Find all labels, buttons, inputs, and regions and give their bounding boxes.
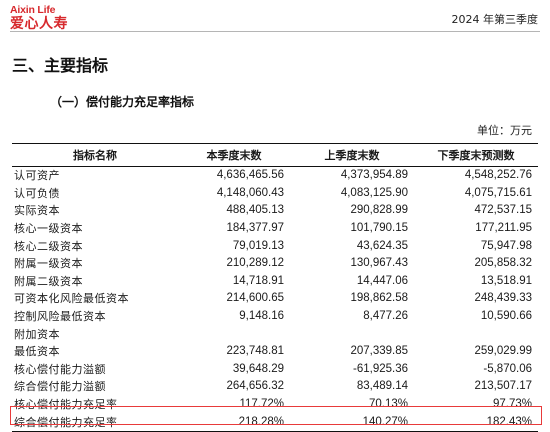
section-title: 三、主要指标 [12, 56, 109, 75]
table-row: 控制风险最低资本 9,148.16 8,477.26 10,590.66 [12, 308, 538, 326]
row-previous-value: 43,624.35 [356, 239, 408, 252]
table-row: 可资本化风险最低资本 214,600.65 198,862.58 248,439.33 [12, 290, 538, 308]
report-period: 2024 年第三季度 [451, 13, 539, 26]
row-current-value [178, 325, 290, 343]
row-name: 核心二级资本 [14, 239, 83, 253]
column-header-forecast: 下季度末预测数 [414, 143, 538, 167]
row-name: 核心一级资本 [14, 222, 83, 236]
row-name: 最低资本 [14, 345, 60, 359]
row-forecast-value [414, 325, 538, 343]
row-current-value: 9,148.16 [239, 310, 284, 323]
row-forecast-value: 75,947.98 [480, 239, 532, 252]
column-header-current: 本季度末数 [178, 143, 290, 167]
row-forecast-value: 177,211.95 [475, 222, 532, 235]
table-row: 核心偿付能力溢额 39,648.29 -61,925.36 -5,870.06 [12, 361, 538, 379]
row-forecast-value: 10,590.66 [480, 310, 532, 323]
row-forecast-value: 205,858.32 [474, 257, 532, 270]
logo-english: Aixin Life [10, 4, 56, 16]
row-forecast-value: 259,029.99 [474, 345, 532, 358]
row-current-value: 14,718.91 [232, 274, 284, 287]
table-row: 核心偿付能力充足率 117.72% 70.13% 97.73% [12, 396, 538, 414]
table-row: 附属一级资本 210,289.12 130,967.43 205,858.32 [12, 255, 538, 273]
row-name: 核心偿付能力充足率 [14, 398, 118, 412]
row-previous-value: -61,925.36 [353, 362, 408, 375]
row-forecast-value: 4,548,252.76 [464, 169, 532, 182]
row-forecast-value: 248,439.33 [474, 292, 532, 305]
row-name: 认可负债 [14, 186, 60, 200]
row-name: 附加资本 [14, 327, 60, 341]
row-forecast-value: -5,870.06 [483, 362, 532, 375]
row-previous-value: 207,339.85 [350, 345, 408, 358]
row-current-value: 4,148,060.43 [216, 186, 284, 199]
row-previous-value: 70.13% [368, 398, 408, 411]
table-row: 认可资产 4,636,465.56 4,373,954.89 4,548,252.76 [12, 167, 538, 185]
row-previous-value [290, 325, 414, 343]
row-current-value: 488,405.13 [226, 204, 284, 217]
row-name: 综合偿付能力充足率 [12, 413, 178, 432]
table-row: 最低资本 223,748.81 207,339.85 259,029.99 [12, 343, 538, 361]
row-previous-value: 140.27% [290, 413, 414, 432]
row-name: 综合偿付能力溢额 [14, 380, 106, 394]
row-name: 核心偿付能力溢额 [14, 362, 106, 376]
row-name: 可资本化风险最低资本 [14, 292, 129, 306]
row-current-value: 184,377.97 [226, 222, 284, 235]
row-previous-value: 198,862.58 [350, 292, 408, 305]
company-logo: Aixin Life 爱心人寿 [10, 4, 68, 32]
table-row: 认可负债 4,148,060.43 4,083,125.90 4,075,715.61 [12, 185, 538, 203]
row-name: 附属一级资本 [14, 257, 83, 271]
row-current-value: 223,748.81 [226, 345, 284, 358]
logo-chinese: 爱心人寿 [10, 16, 68, 32]
row-forecast-value: 4,075,715.61 [464, 186, 532, 199]
row-previous-value: 14,447.06 [356, 274, 408, 287]
row-previous-value: 4,083,125.90 [340, 186, 408, 199]
row-forecast-value: 472,537.15 [474, 204, 532, 217]
row-current-value: 214,600.65 [226, 292, 284, 305]
row-name: 附属二级资本 [14, 274, 83, 288]
table-row: 综合偿付能力溢额 264,656.32 83,489.14 213,507.17 [12, 378, 538, 396]
solvency-table: 指标名称 本季度末数 上季度末数 下季度末预测数 认可资产 4,636,465.5… [12, 143, 538, 432]
row-name: 实际资本 [14, 204, 60, 218]
row-forecast-value: 182.43% [414, 413, 538, 432]
row-current-value: 264,656.32 [226, 380, 284, 393]
row-previous-value: 101,790.15 [350, 222, 408, 235]
table-row: 核心一级资本 184,377.97 101,790.15 177,211.95 [12, 220, 538, 238]
row-current-value: 79,019.13 [232, 239, 284, 252]
row-previous-value: 290,828.99 [350, 204, 408, 217]
table-row: 实际资本 488,405.13 290,828.99 472,537.15 [12, 202, 538, 220]
row-current-value: 210,289.12 [226, 257, 284, 270]
row-current-value: 218.28% [178, 413, 290, 432]
table-row: 核心二级资本 79,019.13 43,624.35 75,947.98 [12, 237, 538, 255]
row-previous-value: 83,489.14 [356, 380, 408, 393]
row-forecast-value: 97.73% [492, 398, 532, 411]
row-current-value: 117.72% [239, 398, 284, 411]
table-row: 附加资本 [12, 325, 538, 343]
column-header-previous: 上季度末数 [290, 143, 414, 167]
row-forecast-value: 13,518.91 [480, 274, 532, 287]
column-header-indicator: 指标名称 [12, 143, 178, 167]
row-previous-value: 8,477.26 [363, 310, 408, 323]
row-current-value: 4,636,465.56 [216, 169, 284, 182]
row-previous-value: 130,967.43 [350, 257, 408, 270]
row-forecast-value: 213,507.17 [474, 380, 532, 393]
unit-label: 单位：万元 [477, 124, 532, 137]
table-row: 附属二级资本 14,718.91 14,447.06 13,518.91 [12, 273, 538, 291]
row-name: 控制风险最低资本 [14, 310, 106, 324]
row-name: 认可资产 [14, 169, 60, 183]
table-header-row: 指标名称 本季度末数 上季度末数 下季度末预测数 [12, 143, 538, 167]
row-previous-value: 4,373,954.89 [340, 169, 408, 182]
sub-title: （一）偿付能力充足率指标 [50, 95, 195, 109]
header-divider [10, 31, 540, 32]
table-row: 综合偿付能力充足率 218.28% 140.27% 182.43% [12, 413, 538, 432]
row-current-value: 39,648.29 [232, 362, 284, 375]
